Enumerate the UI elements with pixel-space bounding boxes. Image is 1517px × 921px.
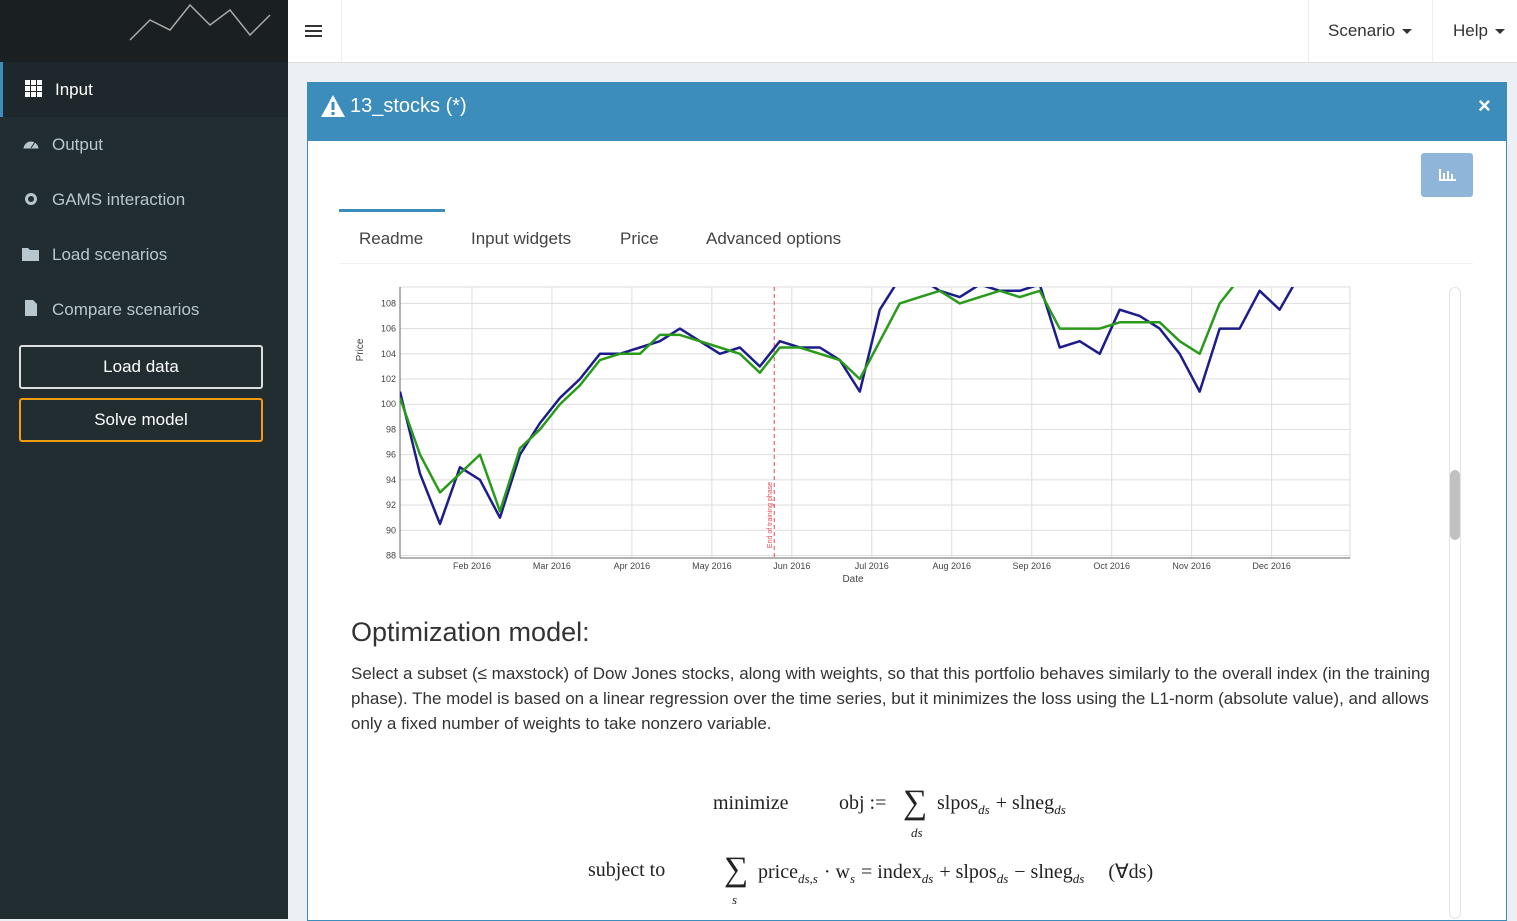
math-term: slpos <box>937 792 979 814</box>
math-terms: slposds + slnegds <box>937 792 1066 818</box>
math-sub: ds <box>921 871 934 886</box>
series-line <box>400 287 1235 513</box>
sidebar-item[interactable]: GAMS interaction <box>0 172 288 227</box>
x-tick-label: May 2016 <box>692 561 732 571</box>
sidebar-label[interactable]: Compare scenarios <box>52 300 200 319</box>
math-sum: ∑ <box>903 784 928 821</box>
sidebar-label[interactable]: GAMS interaction <box>52 190 186 209</box>
math-quantifier: (∀ds) <box>1108 861 1154 883</box>
divider <box>341 0 342 62</box>
icon <box>25 300 37 316</box>
x-axis-label: Date <box>842 574 864 585</box>
sidebar-label[interactable]: Input <box>55 80 93 99</box>
y-tick-label: 96 <box>386 450 396 460</box>
navbar <box>288 0 1517 63</box>
math-sub: ds <box>1072 871 1085 886</box>
math-sub: ds,s <box>797 871 818 886</box>
logo-image <box>0 0 288 62</box>
x-tick-label: Oct 2016 <box>1093 561 1130 571</box>
icon <box>25 193 38 205</box>
y-tick-label: 106 <box>381 324 396 334</box>
logo <box>0 0 288 62</box>
math-terms: priceds,s · ws = indexds + slposds − slnegds… <box>758 859 1153 887</box>
tab[interactable]: Readme <box>359 229 424 248</box>
y-tick-label: 92 <box>386 500 396 510</box>
math-lhs: obj := <box>839 792 887 814</box>
chart: 88 90 92 94 96 98 100 102 104 106 108 Feb 2016 Mar 2… <box>355 286 1351 585</box>
x-tick-label: Aug 2016 <box>932 561 971 571</box>
warning-icon <box>321 95 345 117</box>
lines <box>400 287 1295 526</box>
scrollbar[interactable] <box>1449 287 1461 919</box>
math-term: = index <box>861 861 922 883</box>
scenario-menu[interactable]: Scenario <box>1328 0 1413 62</box>
math-term: price <box>758 861 798 883</box>
tab-border <box>339 263 1473 264</box>
x-tick-label: Nov 2016 <box>1172 561 1211 571</box>
icon <box>22 248 39 261</box>
x-tick-label: Sep 2016 <box>1012 561 1051 571</box>
y-tick-label: 94 <box>386 475 396 485</box>
x-tick-label: Dec 2016 <box>1252 561 1291 571</box>
sidebar-label[interactable]: Load scenarios <box>52 245 168 264</box>
y-tick-label: 100 <box>381 399 396 409</box>
sidebar-item[interactable]: Load scenarios <box>0 227 288 282</box>
sidebar-item[interactable]: Compare scenarios <box>0 282 288 337</box>
annotation: End of training phase <box>767 482 774 548</box>
solve-model-button[interactable]: Solve model <box>19 398 263 442</box>
divider <box>1432 0 1433 62</box>
load-data-button[interactable]: Load data <box>19 345 263 389</box>
chart-icon <box>1439 169 1456 181</box>
math-term: + slpos <box>939 861 997 883</box>
x-tick-label: Jul 2016 <box>855 561 889 571</box>
tab[interactable]: Input widgets <box>471 229 572 248</box>
box-title: 13_stocks (*) <box>350 95 467 117</box>
sidebar-item[interactable]: Output <box>0 117 288 172</box>
box-header <box>307 82 1506 141</box>
heading: Optimization model: <box>351 617 590 647</box>
scroll-thumb[interactable] <box>1450 470 1460 540</box>
math-sub: ds <box>978 802 990 817</box>
y-tick-label: 88 <box>386 550 396 560</box>
math-sub: s <box>849 871 856 886</box>
x-tick-label: Mar 2016 <box>533 561 571 571</box>
x-tick-label: Jun 2016 <box>773 561 810 571</box>
math-term: − slneg <box>1014 861 1073 883</box>
icon <box>25 80 42 97</box>
sidebar <box>0 62 288 919</box>
math-sum-index: s <box>732 892 738 907</box>
active-tab <box>339 209 445 263</box>
math-sub: ds <box>1054 802 1066 817</box>
divider <box>1308 0 1309 62</box>
math-label: minimize <box>713 792 789 814</box>
y-tick-label: 102 <box>381 374 396 384</box>
help-menu[interactable]: Help <box>1453 0 1505 62</box>
chart-button[interactable] <box>1421 153 1473 197</box>
y-axis-label: Price <box>355 338 366 361</box>
x-tick-label: Feb 2016 <box>453 561 491 571</box>
math-label: subject to <box>588 859 666 881</box>
paragraph: Select a subset (≤ maxstock) of Dow Jone… <box>351 664 1430 733</box>
menu-label[interactable]: Scenario <box>1328 21 1396 40</box>
close-button[interactable]: × <box>1478 93 1491 118</box>
hamburger[interactable] <box>305 22 322 40</box>
x-tick-label: Apr 2016 <box>614 561 651 571</box>
math-sum: ∑ <box>724 851 749 888</box>
tab[interactable]: Price <box>620 229 659 248</box>
y-tick-label: 98 <box>386 424 396 434</box>
math-sub: ds <box>996 871 1009 886</box>
menu-label[interactable]: Help <box>1453 21 1488 40</box>
y-tick-label: 108 <box>381 298 396 308</box>
icon <box>22 140 40 150</box>
y-tick-label: 104 <box>381 349 396 359</box>
tab[interactable]: Advanced options <box>706 229 842 248</box>
math-sum-index: ds <box>911 825 923 840</box>
math-term: + slneg <box>995 792 1055 814</box>
math-term: · w <box>823 861 850 883</box>
y-tick-label: 90 <box>386 525 396 535</box>
sidebar-item[interactable]: Input <box>0 62 288 117</box>
sidebar-label[interactable]: Output <box>52 135 104 154</box>
